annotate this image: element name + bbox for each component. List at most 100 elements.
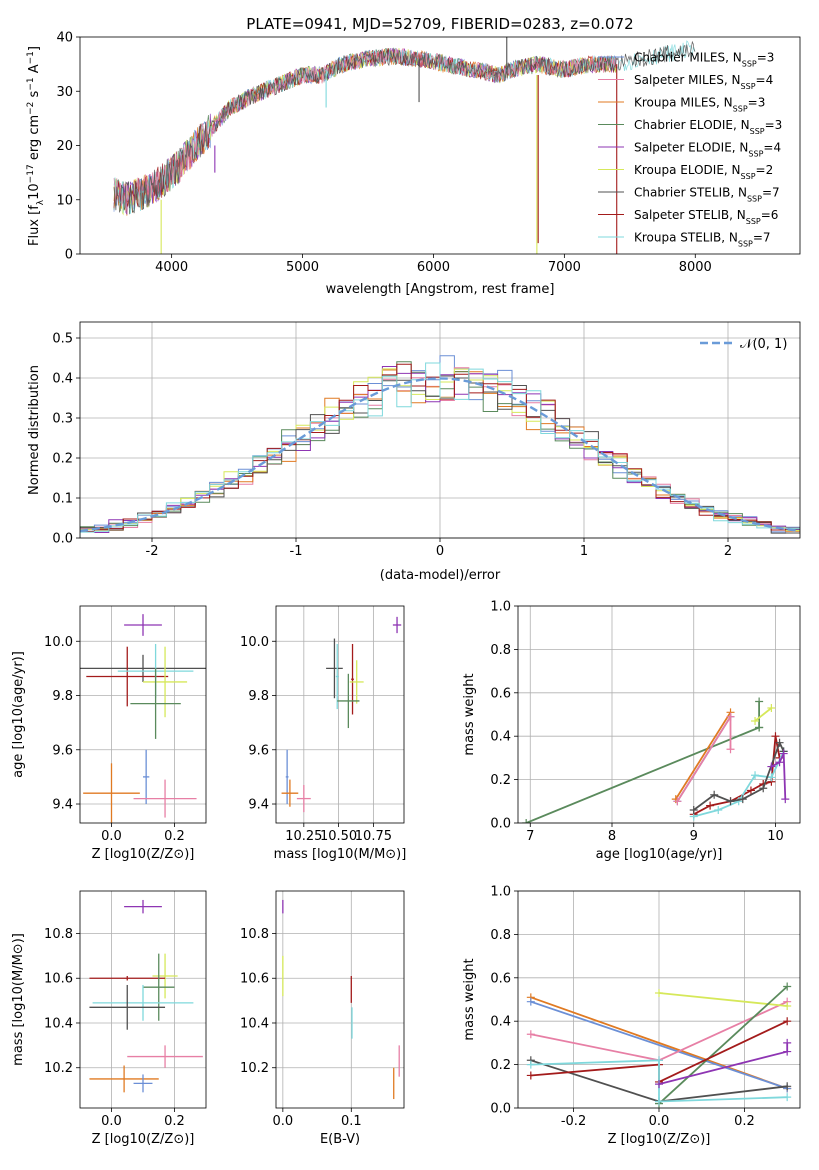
series-marker — [738, 795, 747, 804]
age-Z-frame — [79, 605, 207, 824]
errorbar-point — [326, 638, 343, 699]
legend-sub: SSP — [747, 194, 762, 203]
x-tick-label: 1 — [580, 544, 588, 559]
y-tick-label: 0.8 — [490, 928, 511, 943]
mw-Z-axes: -0.2 0.0 0.2 0.0 0.2 0.4 0.6 0.8 1.0 Z [log10(Z/Z… — [462, 885, 801, 1147]
legend-value: =7 — [753, 231, 771, 245]
y-tick-label: 0.0 — [52, 532, 73, 547]
y-tick-label: 1.0 — [490, 885, 511, 900]
series-marker — [655, 1080, 663, 1089]
mw-age-plot — [522, 697, 790, 823]
y-label-part: 10 — [27, 183, 42, 200]
x-tick-label: -1 — [290, 544, 303, 559]
y-label-part: s — [27, 90, 42, 101]
x-axis-label: Z [log10(Z/Z⊙)] — [92, 1132, 195, 1147]
legend-name: Kroupa MILES, N — [634, 96, 733, 110]
x-axis-label: wavelength [Angstrom, rest frame] — [326, 282, 555, 297]
legend-name: Salpeter MILES, N — [634, 73, 741, 87]
x-tick-label: 0.2 — [734, 1114, 755, 1129]
series-marker — [781, 795, 790, 804]
spectrum-line-kroupa-stelib — [113, 40, 696, 214]
x-tick-label: 0.0 — [649, 1114, 670, 1129]
spectrum-line-salpeter-miles — [113, 48, 617, 211]
mass-Z-frame — [79, 890, 207, 1109]
y-tick-label: 0.5 — [52, 332, 73, 347]
y-label-part: −1 — [26, 51, 36, 64]
spectrum-plot — [113, 37, 696, 254]
errorbar-point — [152, 953, 178, 999]
x-tick-label: 0 — [436, 544, 444, 559]
y-tick-label: 10.0 — [44, 635, 73, 650]
legend-label: Salpeter ELODIE, NSSP=4 — [634, 141, 781, 159]
series-marker — [767, 703, 776, 712]
y-tick-label: 10.2 — [44, 1061, 73, 1076]
series-marker — [783, 1017, 792, 1026]
legend-label: Kroupa ELODIE, NSSP=2 — [634, 163, 773, 181]
legend-sub: SSP — [741, 82, 756, 91]
series-line — [658, 992, 788, 1007]
x-tick-label: 7 — [526, 829, 534, 844]
series-marker — [771, 732, 780, 741]
y-axis-label: mass weight — [462, 673, 477, 755]
x-tick-label: 4000 — [155, 260, 188, 275]
series-marker — [689, 805, 698, 814]
normal-curve — [80, 377, 800, 533]
series-marker — [726, 712, 735, 721]
x-tick-label: 0.0 — [101, 1114, 122, 1129]
x-tick-label: 0.2 — [164, 1114, 185, 1129]
series-marker — [775, 738, 784, 747]
x-tick-label: 9 — [690, 829, 698, 844]
series-line — [675, 711, 732, 800]
series-marker — [673, 797, 682, 806]
series-marker — [746, 786, 755, 795]
errorbar-point — [296, 785, 311, 813]
series-marker — [751, 771, 760, 780]
series-marker — [526, 997, 535, 1006]
x-axis-label: E(B-V) — [320, 1132, 360, 1147]
y-tick-label: 0.8 — [490, 643, 511, 658]
x-tick-label: -0.2 — [561, 1114, 586, 1129]
x-tick-label: 0.1 — [341, 1114, 362, 1129]
series-marker — [783, 982, 792, 991]
x-tick-label: 8 — [608, 829, 616, 844]
y-tick-label: 10.2 — [240, 1061, 269, 1076]
axes-layer: 4000 5000 6000 7000 8000010203040wavelength … — [11, 31, 801, 1147]
y-axis-label: Flux [fλ10−17 erg cm−2 s−1 A−1] — [26, 46, 46, 246]
spectrum-line-salpeter-elodie — [113, 48, 617, 216]
series-marker — [775, 758, 784, 767]
legend-sub: SSP — [750, 127, 765, 136]
legend-sub: SSP — [733, 104, 748, 113]
spectrum-frame — [79, 36, 801, 255]
series-marker — [526, 1030, 535, 1039]
legend-name: Chabrier ELODIE, N — [634, 118, 750, 132]
x-tick-label: 2 — [724, 544, 732, 559]
y-tick-label: 9.4 — [52, 798, 73, 813]
series-marker — [726, 745, 735, 754]
age-mass-frame — [275, 605, 405, 824]
y-tick-label: 30 — [56, 85, 73, 100]
y-tick-label: 0 — [65, 248, 73, 263]
figure-title: PLATE=0941, MJD=52709, FIBERID=0283, z=0… — [246, 15, 633, 33]
series-marker — [767, 773, 776, 782]
x-tick-label: 7000 — [548, 260, 581, 275]
mass-ebv-plot — [282, 899, 400, 1100]
residuals-plot — [80, 355, 800, 538]
series-marker — [710, 790, 719, 799]
legend-value: =4 — [756, 73, 774, 87]
y-label-part: −17 — [26, 164, 36, 183]
errorbar-point — [130, 668, 181, 739]
y-tick-label: 9.8 — [248, 689, 269, 704]
series-marker — [751, 717, 760, 726]
legend-name: Salpeter ELODIE, N — [634, 141, 748, 155]
y-tick-label: 10.4 — [240, 1016, 269, 1031]
y-tick-label: 9.8 — [52, 689, 73, 704]
age-mass-plot — [281, 616, 402, 813]
legend-name: Kroupa ELODIE, N — [634, 163, 741, 177]
y-tick-label: 9.4 — [248, 798, 269, 813]
age-Z-plot — [80, 614, 206, 823]
spectrum-axes: 4000 5000 6000 7000 8000 0 10 20 30 40 wavelength … — [26, 31, 801, 297]
mw-age-axes: 7 8 9 10 0.0 0.2 0.4 0.6 0.8 1.0 age [log10(age/yr… — [462, 600, 801, 862]
errorbar-point — [83, 763, 140, 823]
mass-Z-axes: 0.0 0.2 10.2 10.4 10.6 10.8 Z [log10(Z/Z⊙)] mas… — [11, 890, 207, 1147]
series-marker — [714, 805, 723, 814]
